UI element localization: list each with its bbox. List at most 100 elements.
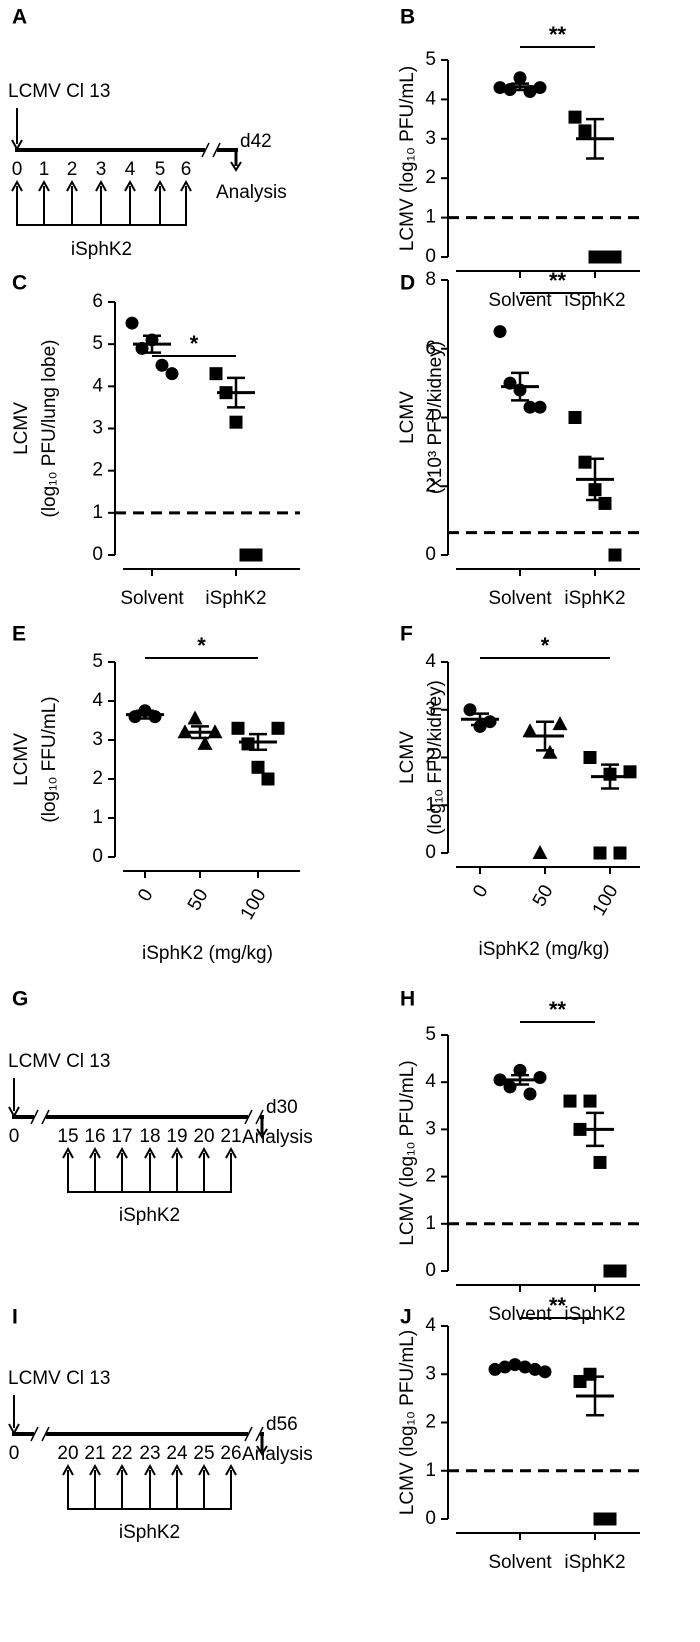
arrow-head	[66, 179, 78, 192]
day-label: 20	[193, 1126, 214, 1147]
y-axis-label: (log₁₀ PFU/lung lobe)	[39, 340, 60, 518]
y-tick-label: 0	[425, 1508, 436, 1529]
data-point	[125, 316, 139, 330]
arrow-head	[198, 1146, 210, 1159]
arrow-head	[144, 1146, 156, 1159]
data-point	[583, 1094, 597, 1108]
panel-label: E	[12, 623, 26, 646]
arrow-head	[180, 179, 192, 192]
treatment-label: iSphK2	[71, 239, 132, 260]
end-day: d42	[240, 131, 272, 152]
y-tick-label: 3	[425, 128, 436, 149]
end-day: d56	[266, 1414, 298, 1435]
y-axis-label: (log₁₀ FFU/mL)	[39, 696, 60, 822]
y-tick-label: 4	[92, 375, 103, 396]
day-label: 19	[166, 1126, 187, 1147]
panel-label: J	[400, 1306, 412, 1329]
y-axis-label: LCMV	[397, 391, 418, 444]
arrow-head	[95, 179, 107, 192]
day-label: 17	[111, 1126, 132, 1147]
day-label: 5	[155, 159, 166, 180]
arrow-head	[230, 161, 242, 172]
data-point	[532, 845, 548, 859]
y-axis-label: LCMV	[11, 733, 32, 786]
data-point	[603, 1512, 617, 1526]
y-tick-label: 0	[425, 544, 436, 565]
arrow-head	[116, 1463, 128, 1476]
data-point	[187, 710, 203, 725]
arrow-head	[38, 179, 50, 192]
data-point	[251, 760, 265, 774]
y-tick-label: 1	[425, 1460, 436, 1481]
y-axis-label: LCMV (log₁₀ PFU/mL)	[397, 1060, 418, 1245]
day-label: 16	[84, 1126, 105, 1147]
axis-break	[255, 1426, 264, 1442]
end-label: Analysis	[216, 182, 287, 203]
day-label: 23	[139, 1443, 160, 1464]
y-axis-label: (log₁₀ FFU/kidney)	[425, 680, 446, 835]
y-tick-label: 0	[425, 842, 436, 863]
data-point	[568, 110, 582, 124]
y-tick-label: 4	[425, 88, 436, 109]
axis-break	[41, 1426, 50, 1442]
y-tick-label: 0	[425, 1260, 436, 1281]
y-axis-label: LCMV	[11, 402, 32, 455]
day-label: 1	[39, 159, 50, 180]
data-point	[552, 716, 568, 731]
axis-break	[205, 146, 217, 154]
y-axis-label: (x10³ PFU/kidney)	[425, 341, 446, 494]
data-point	[155, 358, 169, 372]
data-point	[538, 1365, 552, 1379]
data-point	[493, 1073, 507, 1087]
arrow-head	[89, 1463, 101, 1476]
arrow-head	[62, 1463, 74, 1476]
data-point	[623, 765, 637, 779]
panel-label: D	[400, 272, 415, 295]
x-tick-label: 0	[134, 886, 157, 906]
y-tick-label: 2	[425, 167, 436, 188]
x-tick-label: iSphK2	[564, 1304, 625, 1325]
day-label: 4	[125, 159, 136, 180]
day-label: 15	[57, 1126, 78, 1147]
panel-label: H	[400, 988, 415, 1011]
y-tick-label: 5	[92, 333, 103, 354]
day-label: 21	[220, 1126, 241, 1147]
axis-break	[34, 1113, 46, 1121]
day-label: 26	[220, 1443, 241, 1464]
data-point	[493, 81, 507, 95]
arrow-head	[144, 1463, 156, 1476]
arrow-head	[171, 1146, 183, 1159]
y-tick-label: 5	[425, 1024, 436, 1045]
day-label: 21	[84, 1443, 105, 1464]
day-label: 25	[193, 1443, 214, 1464]
axis-break	[30, 1426, 39, 1442]
data-point	[249, 548, 263, 562]
data-point	[239, 548, 253, 562]
arrow-head	[11, 179, 23, 192]
x-tick-label: Solvent	[488, 1304, 552, 1325]
significance-label: **	[549, 1293, 567, 1318]
x-tick-label: 50	[529, 882, 558, 911]
data-point	[593, 846, 607, 860]
end-label: Analysis	[242, 1444, 313, 1465]
y-tick-label: 4	[92, 690, 103, 711]
data-point	[473, 719, 487, 733]
day-label: 18	[139, 1126, 160, 1147]
x-tick-label: 50	[184, 886, 213, 915]
arrow-head	[225, 1463, 237, 1476]
data-point	[533, 400, 547, 414]
panel-label: A	[12, 6, 27, 29]
axis-break	[244, 1109, 253, 1125]
day-label: 0	[9, 1126, 20, 1147]
y-tick-label: 6	[425, 338, 436, 359]
data-point	[573, 1374, 587, 1388]
data-point	[583, 751, 597, 764]
y-tick-label: 2	[425, 1412, 436, 1433]
data-point	[613, 846, 627, 860]
axis-break	[248, 1430, 260, 1438]
arrow-head	[171, 1463, 183, 1476]
data-point	[493, 325, 507, 339]
data-point	[598, 250, 612, 264]
y-tick-label: 2	[425, 475, 436, 496]
